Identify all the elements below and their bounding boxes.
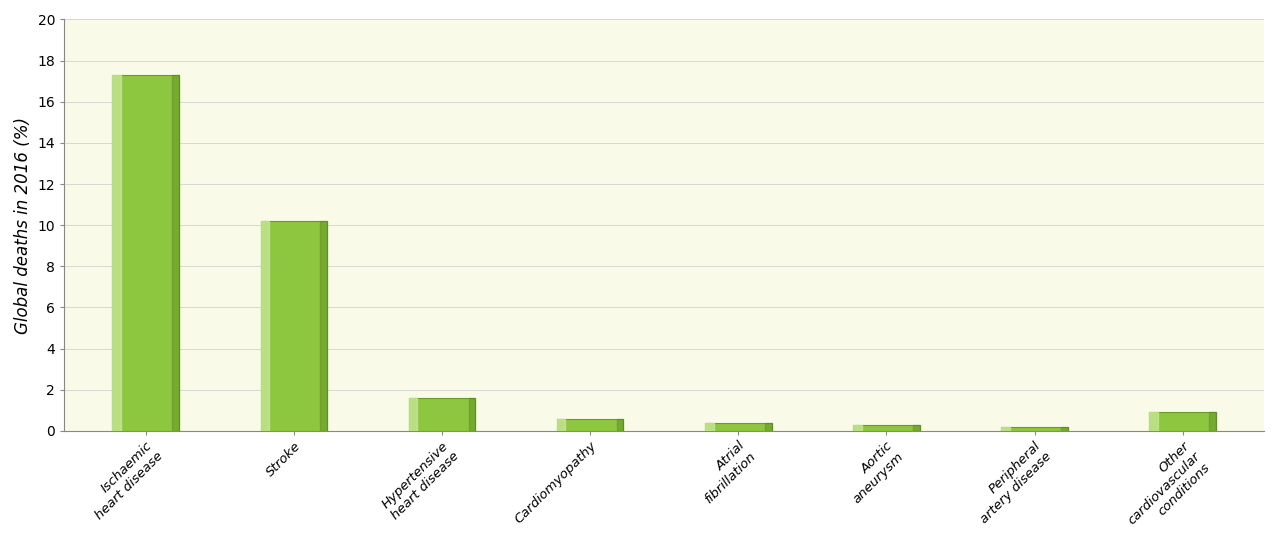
- Bar: [409, 398, 418, 431]
- Bar: [557, 418, 565, 431]
- Bar: [261, 221, 270, 431]
- Bar: [852, 425, 861, 431]
- Bar: [1209, 412, 1215, 431]
- Bar: [173, 75, 179, 431]
- Bar: [617, 418, 624, 431]
- Y-axis label: Global deaths in 2016 (%): Global deaths in 2016 (%): [14, 116, 32, 333]
- Bar: [1001, 427, 1010, 431]
- Bar: [912, 425, 920, 431]
- Bar: [409, 398, 475, 431]
- Bar: [261, 221, 327, 431]
- Bar: [1149, 412, 1158, 431]
- Bar: [705, 423, 713, 431]
- Bar: [705, 423, 772, 431]
- Bar: [557, 418, 624, 431]
- Bar: [112, 75, 179, 431]
- Bar: [1001, 427, 1068, 431]
- Bar: [112, 75, 121, 431]
- Bar: [1149, 412, 1215, 431]
- Bar: [1061, 427, 1068, 431]
- Bar: [766, 423, 772, 431]
- Bar: [469, 398, 475, 431]
- Bar: [852, 425, 920, 431]
- Bar: [321, 221, 327, 431]
